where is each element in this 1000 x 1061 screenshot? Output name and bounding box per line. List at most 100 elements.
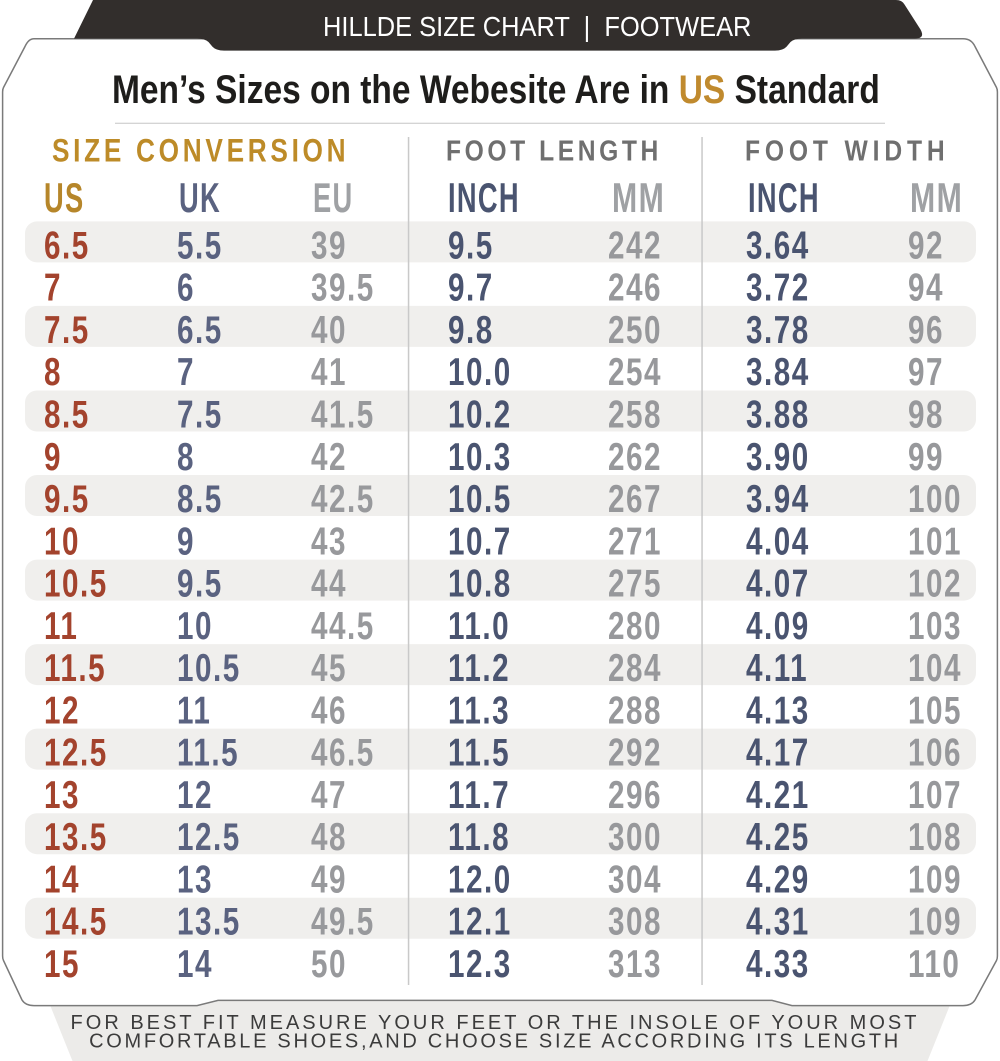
svg-text:HILLDE SIZE CHART | FOOTWEAR: HILLDE SIZE CHART | FOOTWEAR (323, 11, 751, 42)
svg-text:9.5: 9.5 (177, 563, 223, 606)
svg-text:39.5: 39.5 (311, 267, 375, 310)
svg-text:11.5: 11.5 (44, 647, 106, 690)
svg-text:7: 7 (44, 267, 62, 310)
svg-text:284: 284 (608, 647, 662, 690)
svg-text:3.84: 3.84 (746, 351, 810, 394)
svg-text:13: 13 (177, 859, 213, 902)
svg-text:107: 107 (908, 774, 962, 817)
svg-text:UK: UK (179, 174, 221, 221)
svg-text:8.5: 8.5 (177, 478, 223, 521)
svg-text:43: 43 (311, 521, 347, 564)
svg-text:9: 9 (44, 436, 62, 479)
svg-text:10: 10 (44, 521, 80, 564)
svg-text:10.5: 10.5 (448, 478, 512, 521)
svg-text:11: 11 (44, 605, 78, 648)
svg-text:41.5: 41.5 (311, 394, 375, 437)
svg-text:11.5: 11.5 (177, 732, 239, 775)
svg-text:10.8: 10.8 (448, 563, 512, 606)
svg-text:4.13: 4.13 (746, 690, 810, 733)
svg-text:10.7: 10.7 (448, 521, 512, 564)
svg-text:300: 300 (608, 816, 662, 859)
svg-text:103: 103 (908, 605, 962, 648)
svg-text:12.5: 12.5 (177, 816, 241, 859)
svg-text:250: 250 (608, 309, 662, 352)
svg-text:98: 98 (908, 394, 944, 437)
svg-text:246: 246 (608, 267, 662, 310)
svg-text:7.5: 7.5 (44, 309, 90, 352)
svg-text:271: 271 (608, 521, 662, 564)
svg-text:49: 49 (311, 859, 347, 902)
svg-text:44.5: 44.5 (311, 605, 375, 648)
svg-text:105: 105 (908, 690, 962, 733)
svg-text:242: 242 (608, 225, 662, 268)
svg-text:254: 254 (608, 351, 662, 394)
svg-text:104: 104 (908, 647, 962, 690)
svg-text:4.09: 4.09 (746, 605, 810, 648)
svg-text:INCH: INCH (748, 174, 820, 221)
svg-text:10.5: 10.5 (177, 647, 241, 690)
svg-text:11: 11 (177, 690, 211, 733)
svg-text:102: 102 (908, 563, 962, 606)
svg-text:3.90: 3.90 (746, 436, 810, 479)
svg-text:288: 288 (608, 690, 662, 733)
svg-text:US: US (44, 174, 85, 221)
svg-text:13.5: 13.5 (177, 901, 241, 944)
svg-text:14: 14 (44, 859, 80, 902)
svg-text:12.3: 12.3 (448, 943, 512, 986)
svg-text:3.72: 3.72 (746, 267, 810, 310)
svg-text:9.5: 9.5 (448, 225, 494, 268)
svg-text:MM: MM (612, 174, 665, 221)
svg-text:9.5: 9.5 (44, 478, 90, 521)
svg-text:COMFORTABLE SHOES,AND CHOOSE S: COMFORTABLE SHOES,AND CHOOSE SIZE ACCORD… (89, 1031, 901, 1053)
svg-text:96: 96 (908, 309, 944, 352)
svg-text:10: 10 (177, 605, 213, 648)
svg-text:7: 7 (177, 351, 195, 394)
svg-text:8: 8 (177, 436, 195, 479)
svg-text:6: 6 (177, 267, 195, 310)
svg-text:10.0: 10.0 (448, 351, 512, 394)
svg-text:39: 39 (311, 225, 347, 268)
svg-text:15: 15 (44, 943, 80, 986)
svg-text:46: 46 (311, 690, 347, 733)
svg-text:47: 47 (311, 774, 347, 817)
svg-text:4.07: 4.07 (746, 563, 810, 606)
svg-text:296: 296 (608, 774, 662, 817)
svg-text:11.5: 11.5 (448, 732, 510, 775)
svg-text:11.3: 11.3 (448, 690, 510, 733)
svg-text:6.5: 6.5 (177, 309, 223, 352)
svg-text:12: 12 (177, 774, 213, 817)
svg-text:Men’s Sizes on the Webesite Ar: Men’s Sizes on the Webesite Are in US St… (112, 67, 880, 111)
svg-text:92: 92 (908, 225, 944, 268)
svg-text:FOOT LENGTH: FOOT LENGTH (446, 135, 662, 167)
svg-text:11.0: 11.0 (448, 605, 510, 648)
svg-text:109: 109 (908, 859, 962, 902)
svg-text:12.1: 12.1 (448, 901, 512, 944)
svg-text:4.33: 4.33 (746, 943, 810, 986)
svg-text:12.0: 12.0 (448, 859, 512, 902)
svg-text:4.31: 4.31 (746, 901, 810, 944)
svg-text:44: 44 (311, 563, 347, 606)
svg-text:100: 100 (908, 478, 962, 521)
svg-text:9: 9 (177, 521, 195, 564)
svg-text:5.5: 5.5 (177, 225, 223, 268)
svg-text:12: 12 (44, 690, 80, 733)
svg-text:14: 14 (177, 943, 213, 986)
svg-text:42.5: 42.5 (311, 478, 375, 521)
svg-text:46.5: 46.5 (311, 732, 375, 775)
svg-text:6.5: 6.5 (44, 225, 90, 268)
svg-text:101: 101 (908, 521, 962, 564)
svg-text:EU: EU (313, 174, 354, 221)
svg-text:7.5: 7.5 (177, 394, 223, 437)
svg-text:3.64: 3.64 (746, 225, 810, 268)
svg-text:313: 313 (608, 943, 662, 986)
svg-text:11.8: 11.8 (448, 816, 510, 859)
svg-text:45: 45 (311, 647, 347, 690)
svg-text:4.29: 4.29 (746, 859, 810, 902)
svg-text:8: 8 (44, 351, 62, 394)
svg-text:41: 41 (311, 351, 347, 394)
svg-text:42: 42 (311, 436, 347, 479)
svg-text:MM: MM (910, 174, 963, 221)
svg-text:275: 275 (608, 563, 662, 606)
svg-text:4.11: 4.11 (746, 647, 808, 690)
svg-text:10.5: 10.5 (44, 563, 108, 606)
